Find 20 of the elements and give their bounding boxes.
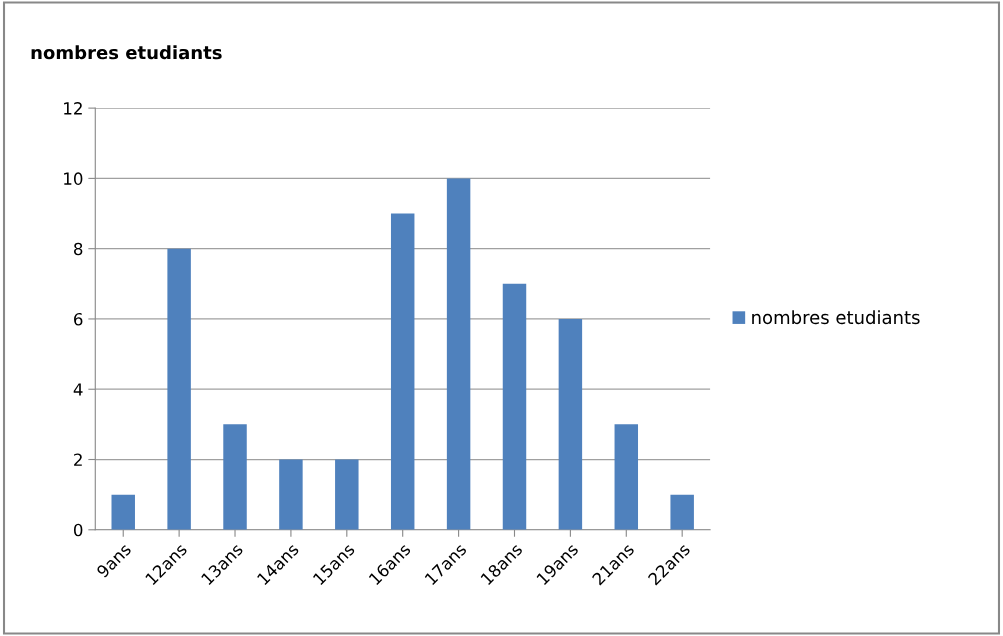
y-tick-label: 0: [73, 523, 83, 537]
y-tick-label: 2: [74, 453, 82, 466]
y-tick-label: 10: [64, 172, 83, 185]
legend-label: nombres etudiants: [752, 310, 920, 325]
bar: [390, 213, 415, 530]
bar: [670, 494, 694, 530]
bar: [502, 283, 527, 530]
y-tick-label: 6: [74, 312, 83, 326]
chart-title: nombres etudiants: [31, 45, 222, 60]
bar: [223, 424, 247, 530]
bar: [614, 424, 639, 530]
bar: [111, 494, 135, 530]
y-tick-label: 12: [64, 102, 82, 115]
bar: [279, 459, 303, 530]
bar: [446, 178, 471, 530]
y-tick-label: 8: [74, 242, 83, 256]
bar: [558, 318, 583, 530]
y-tick-label: 4: [73, 383, 83, 396]
bar: [167, 248, 191, 530]
bar: [335, 459, 359, 530]
